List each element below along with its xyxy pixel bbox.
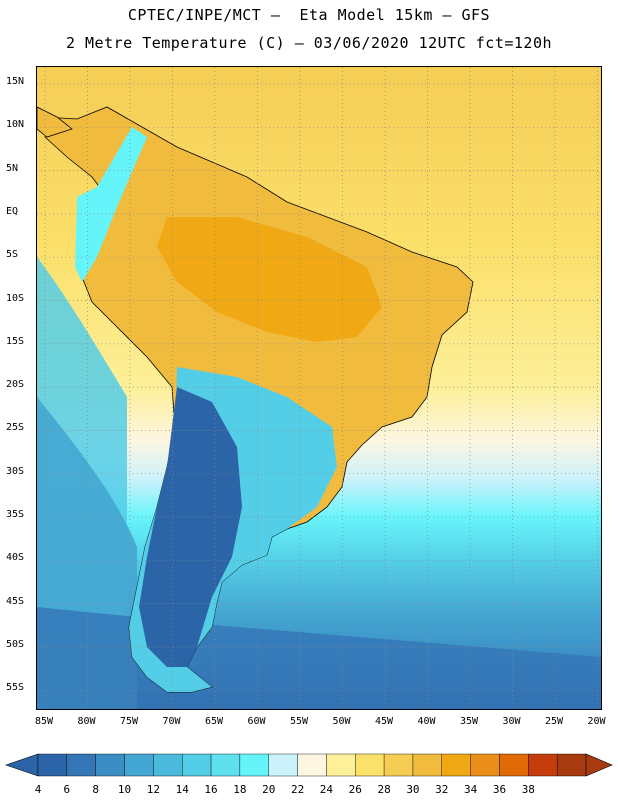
lat-label: 35S — [6, 509, 25, 520]
lon-label: 20W — [587, 716, 606, 727]
colorbar-tick-label: 16 — [204, 783, 218, 796]
colorbar-high-arrow — [585, 753, 613, 777]
lat-label: 5S — [6, 249, 19, 261]
colorbar-tick-label: 12 — [146, 783, 160, 796]
lat-label: 10S — [6, 292, 25, 304]
lon-label: 75W — [119, 716, 139, 727]
colorbar-tick-label: 26 — [348, 783, 362, 796]
lat-label: 5N — [6, 162, 19, 174]
lat-label: 30S — [6, 465, 25, 477]
colorbar-swatch — [499, 753, 529, 777]
colorbar-swatch — [124, 753, 154, 777]
colorbar-swatch — [412, 753, 442, 777]
lon-label: 35W — [459, 716, 479, 727]
colorbar-swatch — [355, 753, 385, 777]
temperature-map — [36, 66, 602, 710]
lat-label: 10N — [6, 119, 25, 131]
lon-label: 45W — [374, 716, 394, 727]
colorbar-tick-label: 30 — [406, 783, 420, 796]
colorbar-low-arrow — [5, 753, 39, 777]
map-subtitle: 2 Metre Temperature (C) – 03/06/2020 12U… — [65, 34, 553, 52]
lon-label: 85W — [34, 716, 54, 727]
map-canvas — [37, 67, 601, 709]
lon-label: 80W — [77, 716, 96, 727]
colorbar-swatch — [239, 753, 269, 777]
colorbar-tick-label: 20 — [262, 783, 276, 796]
lat-label: 50S — [6, 638, 25, 650]
colorbar-tick-label: 14 — [175, 783, 189, 796]
lat-lon-grid — [37, 67, 601, 709]
colorbar-swatch — [383, 753, 414, 777]
colorbar-swatch — [556, 753, 587, 777]
lon-label: 55W — [289, 716, 309, 727]
colorbar-swatch — [297, 753, 327, 777]
lon-label: 50W — [332, 716, 351, 727]
colorbar-swatch — [268, 753, 298, 777]
lat-label: 20S — [6, 379, 25, 391]
colorbar-tick-label: 10 — [117, 783, 132, 796]
lat-label: 55S — [6, 682, 25, 694]
central-america-land — [37, 106, 73, 138]
colorbar-swatch — [441, 753, 471, 777]
lon-label: 30W — [502, 716, 521, 727]
colorbar-swatch — [470, 753, 500, 777]
colorbar-tick-label: 32 — [435, 783, 449, 796]
lat-label: 40S — [6, 552, 25, 564]
colorbar — [5, 753, 613, 777]
colorbar-tick-label: 4 — [34, 783, 42, 796]
colorbar-tick-label: 18 — [233, 783, 247, 796]
lon-label: 65W — [204, 716, 224, 727]
lon-label: 40W — [417, 716, 436, 727]
lon-label: 25W — [544, 716, 564, 727]
colorbar-tick-label: 8 — [92, 783, 99, 796]
colorbar-tick-label: 22 — [290, 783, 305, 796]
colorbar-tick-label: 6 — [63, 783, 71, 796]
colorbar-swatch — [528, 753, 558, 777]
lat-label: 25S — [6, 422, 25, 434]
map-title: CPTEC/INPE/MCT – Eta Model 15km – GFS — [127, 6, 491, 24]
colorbar-swatch — [66, 753, 96, 777]
colorbar-swatch — [153, 753, 183, 777]
colorbar-swatch — [210, 753, 241, 777]
colorbar-tick-label: 34 — [464, 783, 478, 796]
lat-label: 15S — [6, 335, 25, 347]
lon-label: 70W — [162, 716, 181, 727]
colorbar-tick-label: 38 — [521, 783, 535, 796]
amazon-hot-region — [157, 217, 382, 342]
colorbar-tick-label: 28 — [377, 783, 391, 796]
colorbar-swatch — [95, 753, 125, 777]
lon-label: 60W — [247, 716, 266, 727]
colorbar-swatch — [182, 753, 212, 777]
colorbar-tick-label: 24 — [319, 783, 334, 796]
lat-label: 45S — [6, 595, 25, 607]
northern-andes-cool-strip — [75, 127, 147, 282]
andes-cold-region — [139, 387, 242, 667]
colorbar-swatch — [326, 753, 356, 777]
colorbar-swatch — [37, 753, 68, 777]
colorbar-tick-label: 36 — [492, 783, 507, 796]
lat-label: 15N — [6, 76, 25, 87]
lat-label: EQ — [6, 205, 19, 217]
